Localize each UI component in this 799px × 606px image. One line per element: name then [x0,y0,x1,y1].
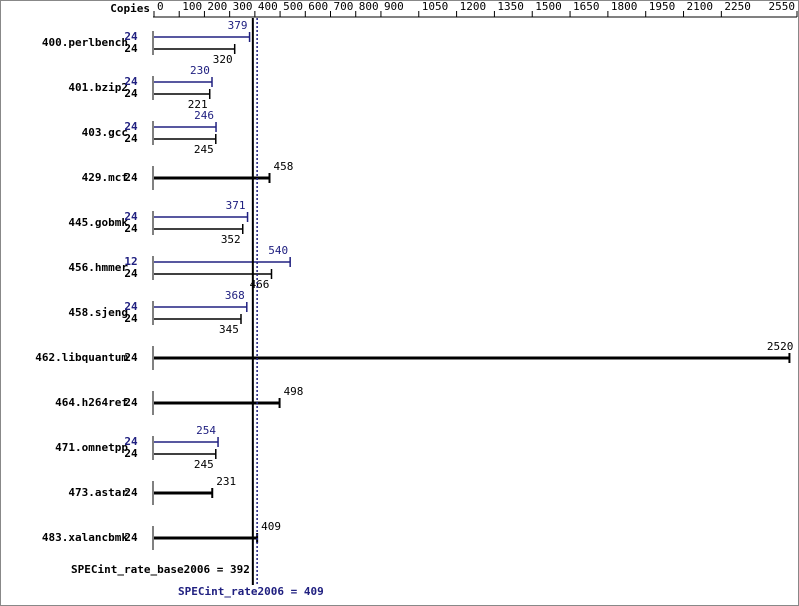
base-copies: 24 [124,447,138,460]
base-copies: 24 [124,132,138,145]
benchmark-name: 401.bzip2 [68,81,128,94]
x-tick-label: 1350 [497,0,523,13]
base-value-label: 498 [284,385,304,398]
base-copies: 24 [124,531,138,544]
base-copies: 24 [124,312,138,325]
base-value-label: 320 [213,53,233,66]
x-tick-label: 1050 [422,0,449,13]
x-tick-label: 800 [359,0,379,13]
peak-copies: 12 [124,255,137,268]
peak-value-label: 230 [190,64,210,77]
copies-header: Copies [110,2,150,15]
base-value-label: 245 [194,458,214,471]
benchmark-name: 471.omnetpp [55,441,128,454]
peak-value-label: 371 [226,199,246,212]
x-tick-label: 300 [233,0,253,13]
peak-copies: 24 [124,300,138,313]
base-value-label: 352 [221,233,241,246]
base-value-label: 221 [188,98,208,111]
x-tick-label: 2100 [687,0,714,13]
base-copies: 24 [124,171,138,184]
base-value-label: 2520 [767,340,794,353]
base-value-label: 245 [194,143,214,156]
x-tick-label: 100 [182,0,202,13]
peak-value-label: 254 [196,424,216,437]
benchmark-name: 483.xalancbmk [42,531,128,544]
base-value-label: 409 [261,520,281,533]
base-value-label: 231 [216,475,236,488]
peak-copies: 24 [124,435,138,448]
peak-copies: 24 [124,30,138,43]
base-copies: 24 [124,267,138,280]
x-tick-label: 1650 [573,0,600,13]
x-tick-label: 900 [384,0,404,13]
x-tick-label: 400 [258,0,278,13]
x-tick-label: 200 [207,0,227,13]
x-tick-label: 2250 [724,0,751,13]
base-copies: 24 [124,486,138,499]
base-value-label: 458 [273,160,293,173]
base-value-label: 345 [219,323,239,336]
x-tick-label: 600 [308,0,328,13]
peak-value-label: 368 [225,289,245,302]
x-tick-label: 500 [283,0,303,13]
benchmark-name: 462.libquantum [35,351,128,364]
base-value-label: 466 [250,278,270,291]
base-copies: 24 [124,351,138,364]
peak-copies: 24 [124,75,138,88]
benchmark-name: 458.sjeng [68,306,128,319]
benchmark-name: 473.astar [68,486,128,499]
score-label: SPECint_rate2006 = 409 [178,585,324,598]
peak-value-label: 246 [194,109,214,122]
base-copies: 24 [124,222,138,235]
x-tick-label: 1800 [611,0,638,13]
base-copies: 24 [124,42,138,55]
x-tick-label: 700 [334,0,354,13]
benchmark-name: 456.hmmer [68,261,128,274]
benchmark-name: 464.h264ref [55,396,128,409]
benchmark-name: 400.perlbench [42,36,128,49]
x-tick-label: 1950 [649,0,676,13]
x-tick-label: 1200 [460,0,487,13]
peak-copies: 24 [124,120,138,133]
x-tick-label: 1500 [535,0,562,13]
x-tick-label: 0 [157,0,164,13]
benchmark-name: 403.gcc [82,126,128,139]
benchmark-name: 429.mcf [82,171,128,184]
peak-value-label: 540 [268,244,288,257]
base-copies: 24 [124,87,138,100]
score-label: SPECint_rate_base2006 = 392 [71,563,250,576]
x-tick-label: 2550 [769,0,796,13]
peak-copies: 24 [124,210,138,223]
peak-value-label: 379 [228,19,248,32]
benchmark-name: 445.gobmk [68,216,128,229]
base-copies: 24 [124,396,138,409]
